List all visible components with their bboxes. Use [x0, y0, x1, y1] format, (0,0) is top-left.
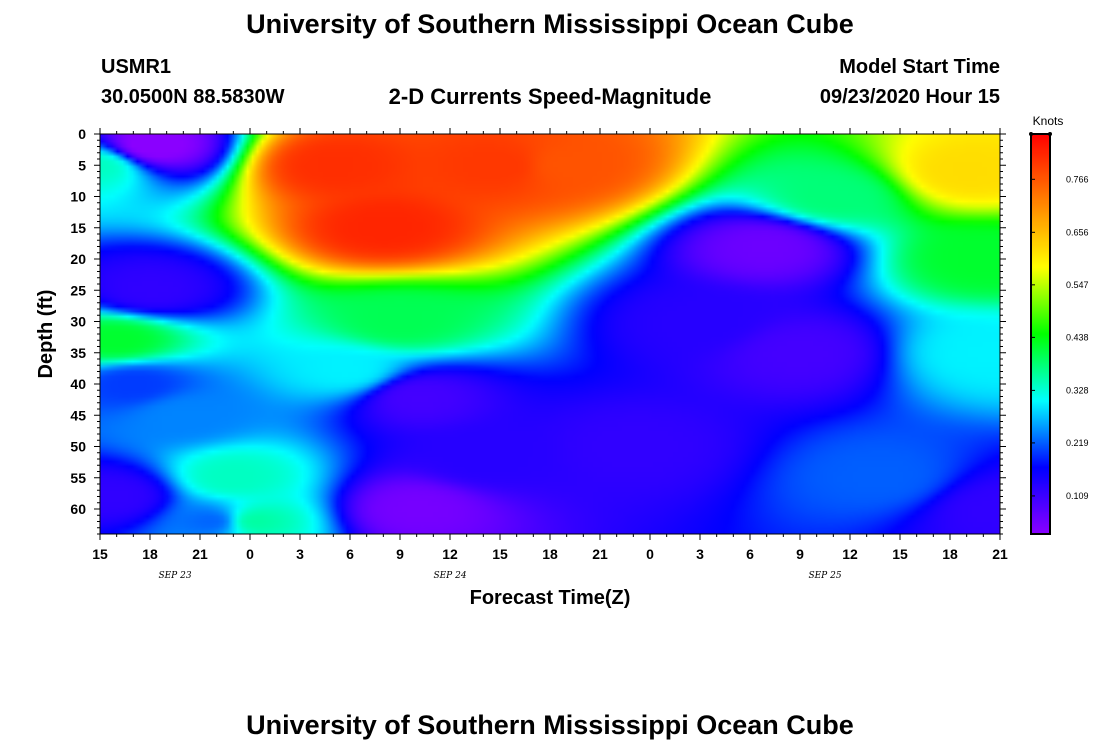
y-tick-label: 0: [78, 126, 86, 142]
colorbar-tick-label: 0.109: [1066, 491, 1089, 501]
page-title: University of Southern Mississippi Ocean…: [246, 9, 854, 39]
x-tick-label: 18: [542, 546, 558, 562]
x-axis: 15 18 21 0 3 6 9 12 15 18 21 0 3 6 9 12 15 18 21: [92, 128, 1008, 562]
chart-subtitle: 2-D Currents Speed-Magnitude: [388, 84, 712, 109]
y-tick-label: 30: [70, 314, 86, 330]
y-tick-label: 15: [70, 220, 86, 236]
colorbar-tick-label: 0.656: [1066, 227, 1089, 237]
date-labels: SEP 23 SEP 24 SEP 25: [158, 571, 841, 581]
y-tick-label: 40: [70, 376, 86, 392]
colorbar-tick-label: 0.328: [1066, 385, 1089, 395]
y-tick-label: 60: [70, 501, 86, 517]
y-tick-label: 45: [70, 407, 86, 423]
y-tick-label: 25: [70, 282, 86, 298]
x-tick-label: 12: [442, 546, 458, 562]
x-tick-label: 3: [296, 546, 304, 562]
x-tick-label: 12: [842, 546, 858, 562]
x-tick-label: 0: [646, 546, 654, 562]
date-label: SEP 24: [433, 571, 466, 581]
x-tick-label: 18: [942, 546, 958, 562]
colorbar: Knots 0.766 0.656 0.547 0.438 0.328 0.219 0.10…: [1029, 114, 1089, 535]
date-label: SEP 23: [158, 571, 191, 581]
footer-title: University of Southern Mississippi Ocean…: [246, 710, 854, 740]
x-tick-label: 6: [746, 546, 754, 562]
y-tick-label: 5: [78, 157, 86, 173]
x-tick-label: 15: [892, 546, 908, 562]
station-coordinates: 30.0500N 88.5830W: [101, 86, 285, 108]
colorbar-unit: Knots: [1033, 114, 1064, 128]
colorbar-gradient: [1031, 134, 1050, 534]
y-tick-label: 20: [70, 251, 86, 267]
x-tick-label: 21: [592, 546, 608, 562]
colorbar-top-dot: [1048, 132, 1052, 136]
x-tick-label: 18: [142, 546, 158, 562]
y-tick-label: 50: [70, 439, 86, 455]
colorbar-tick-label: 0.219: [1066, 438, 1089, 448]
x-tick-label: 15: [92, 546, 108, 562]
x-tick-label: 21: [992, 546, 1008, 562]
colorbar-tick-label: 0.438: [1066, 332, 1089, 342]
x-tick-label: 15: [492, 546, 508, 562]
colorbar-tick-label: 0.547: [1066, 280, 1089, 290]
x-tick-label: 21: [192, 546, 208, 562]
date-label: SEP 25: [808, 571, 841, 581]
speed-heatmap: [100, 134, 1000, 534]
y-tick-label: 10: [70, 189, 86, 205]
colorbar-frame: [1030, 133, 1051, 535]
y-tick-label: 35: [70, 345, 86, 361]
x-tick-label: 9: [396, 546, 404, 562]
colorbar-top-dot: [1029, 132, 1033, 136]
model-start-time: 09/23/2020 Hour 15: [819, 86, 1000, 108]
y-axis-title: Depth (ft): [35, 290, 57, 379]
y-axis: 0 5 10 15 20 25 30 35 40 45 50 55 60: [70, 126, 1006, 535]
y-tick-label: 55: [70, 470, 86, 486]
model-start-label: Model Start Time: [839, 56, 1000, 78]
x-tick-label: 3: [696, 546, 704, 562]
x-axis-title: Forecast Time(Z): [470, 587, 631, 609]
colorbar-ticks: 0.766 0.656 0.547 0.438 0.328 0.219 0.109: [1031, 174, 1089, 501]
x-tick-label: 6: [346, 546, 354, 562]
x-tick-label: 9: [796, 546, 804, 562]
x-tick-label: 0: [246, 546, 254, 562]
colorbar-tick-label: 0.766: [1066, 174, 1089, 184]
station-id: USMR1: [101, 56, 172, 78]
